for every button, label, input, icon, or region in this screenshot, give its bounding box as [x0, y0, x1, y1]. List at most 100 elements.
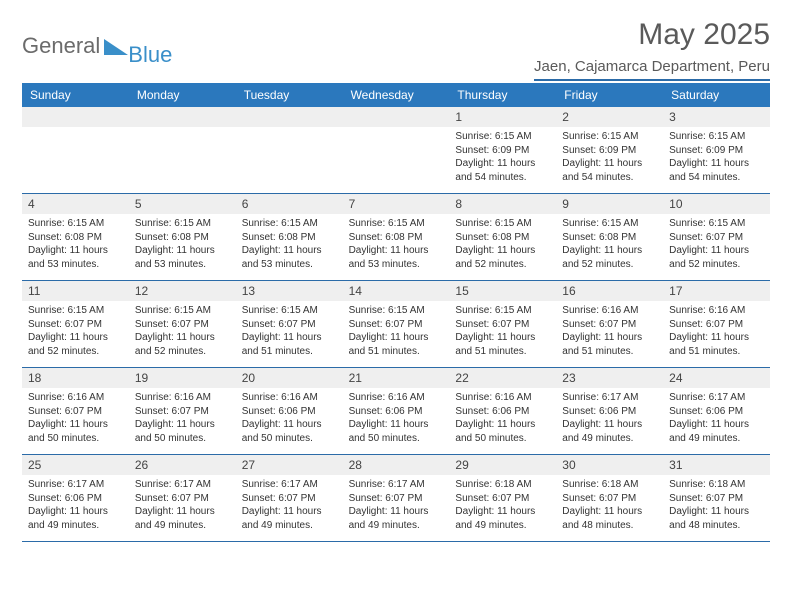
logo-text-blue: Blue	[128, 42, 172, 68]
sunset-line: Sunset: 6:07 PM	[28, 318, 123, 332]
week-row: 4Sunrise: 6:15 AMSunset: 6:08 PMDaylight…	[22, 194, 770, 281]
day-number: 30	[556, 455, 663, 475]
sunset-line: Sunset: 6:08 PM	[242, 231, 337, 245]
sunset-line: Sunset: 6:07 PM	[135, 318, 230, 332]
day-info: Sunrise: 6:15 AMSunset: 6:07 PMDaylight:…	[449, 301, 556, 361]
calendar: SundayMondayTuesdayWednesdayThursdayFrid…	[22, 83, 770, 542]
day-cell: 12Sunrise: 6:15 AMSunset: 6:07 PMDayligh…	[129, 281, 236, 367]
title-block: May 2025 Jaen, Cajamarca Department, Per…	[534, 18, 770, 81]
week-row: 18Sunrise: 6:16 AMSunset: 6:07 PMDayligh…	[22, 368, 770, 455]
day-cell	[129, 107, 236, 193]
sunrise-line: Sunrise: 6:15 AM	[669, 130, 764, 144]
sunrise-line: Sunrise: 6:17 AM	[669, 391, 764, 405]
daylight-line: Daylight: 11 hours and 49 minutes.	[28, 505, 123, 532]
day-number: 15	[449, 281, 556, 301]
day-info: Sunrise: 6:15 AMSunset: 6:07 PMDaylight:…	[663, 214, 770, 274]
day-info: Sunrise: 6:17 AMSunset: 6:07 PMDaylight:…	[343, 475, 450, 535]
sunrise-line: Sunrise: 6:16 AM	[349, 391, 444, 405]
daylight-line: Daylight: 11 hours and 53 minutes.	[349, 244, 444, 271]
sunrise-line: Sunrise: 6:16 AM	[28, 391, 123, 405]
day-number: 5	[129, 194, 236, 214]
day-header: Wednesday	[343, 83, 450, 107]
daylight-line: Daylight: 11 hours and 49 minutes.	[562, 418, 657, 445]
sunrise-line: Sunrise: 6:15 AM	[349, 304, 444, 318]
sunrise-line: Sunrise: 6:15 AM	[135, 217, 230, 231]
month-title: May 2025	[534, 18, 770, 52]
day-number: 25	[22, 455, 129, 475]
sunset-line: Sunset: 6:08 PM	[349, 231, 444, 245]
sunset-line: Sunset: 6:09 PM	[669, 144, 764, 158]
daylight-line: Daylight: 11 hours and 50 minutes.	[135, 418, 230, 445]
day-cell: 14Sunrise: 6:15 AMSunset: 6:07 PMDayligh…	[343, 281, 450, 367]
day-header: Saturday	[663, 83, 770, 107]
sunrise-line: Sunrise: 6:17 AM	[349, 478, 444, 492]
daylight-line: Daylight: 11 hours and 49 minutes.	[455, 505, 550, 532]
sunrise-line: Sunrise: 6:15 AM	[28, 217, 123, 231]
day-info: Sunrise: 6:16 AMSunset: 6:06 PMDaylight:…	[449, 388, 556, 448]
day-info: Sunrise: 6:16 AMSunset: 6:06 PMDaylight:…	[343, 388, 450, 448]
sunset-line: Sunset: 6:08 PM	[28, 231, 123, 245]
sunset-line: Sunset: 6:09 PM	[455, 144, 550, 158]
sunset-line: Sunset: 6:07 PM	[669, 231, 764, 245]
day-cell: 28Sunrise: 6:17 AMSunset: 6:07 PMDayligh…	[343, 455, 450, 541]
daylight-line: Daylight: 11 hours and 53 minutes.	[242, 244, 337, 271]
daylight-line: Daylight: 11 hours and 51 minutes.	[242, 331, 337, 358]
day-info: Sunrise: 6:15 AMSunset: 6:09 PMDaylight:…	[556, 127, 663, 187]
day-number: 26	[129, 455, 236, 475]
sunset-line: Sunset: 6:07 PM	[135, 405, 230, 419]
sunset-line: Sunset: 6:07 PM	[242, 492, 337, 506]
sunset-line: Sunset: 6:07 PM	[349, 318, 444, 332]
day-info: Sunrise: 6:15 AMSunset: 6:07 PMDaylight:…	[22, 301, 129, 361]
sunset-line: Sunset: 6:07 PM	[242, 318, 337, 332]
day-number: 21	[343, 368, 450, 388]
day-info: Sunrise: 6:17 AMSunset: 6:07 PMDaylight:…	[236, 475, 343, 535]
daylight-line: Daylight: 11 hours and 52 minutes.	[28, 331, 123, 358]
sunrise-line: Sunrise: 6:17 AM	[28, 478, 123, 492]
day-info: Sunrise: 6:15 AMSunset: 6:08 PMDaylight:…	[22, 214, 129, 274]
day-cell: 9Sunrise: 6:15 AMSunset: 6:08 PMDaylight…	[556, 194, 663, 280]
sunrise-line: Sunrise: 6:16 AM	[562, 304, 657, 318]
sunset-line: Sunset: 6:06 PM	[562, 405, 657, 419]
day-cell: 19Sunrise: 6:16 AMSunset: 6:07 PMDayligh…	[129, 368, 236, 454]
day-number	[343, 107, 450, 127]
day-header: Monday	[129, 83, 236, 107]
day-number: 24	[663, 368, 770, 388]
day-header: Friday	[556, 83, 663, 107]
day-cell	[343, 107, 450, 193]
daylight-line: Daylight: 11 hours and 50 minutes.	[455, 418, 550, 445]
daylight-line: Daylight: 11 hours and 52 minutes.	[669, 244, 764, 271]
sunset-line: Sunset: 6:08 PM	[135, 231, 230, 245]
sunrise-line: Sunrise: 6:15 AM	[242, 304, 337, 318]
sunset-line: Sunset: 6:07 PM	[455, 492, 550, 506]
day-number: 17	[663, 281, 770, 301]
sunset-line: Sunset: 6:07 PM	[669, 492, 764, 506]
day-info: Sunrise: 6:18 AMSunset: 6:07 PMDaylight:…	[663, 475, 770, 535]
day-number: 4	[22, 194, 129, 214]
sunset-line: Sunset: 6:07 PM	[349, 492, 444, 506]
daylight-line: Daylight: 11 hours and 49 minutes.	[242, 505, 337, 532]
sunset-line: Sunset: 6:06 PM	[455, 405, 550, 419]
day-info: Sunrise: 6:15 AMSunset: 6:08 PMDaylight:…	[129, 214, 236, 274]
day-number: 1	[449, 107, 556, 127]
daylight-line: Daylight: 11 hours and 49 minutes.	[669, 418, 764, 445]
logo: General Blue	[22, 24, 172, 68]
sunset-line: Sunset: 6:07 PM	[28, 405, 123, 419]
daylight-line: Daylight: 11 hours and 54 minutes.	[455, 157, 550, 184]
day-header: Sunday	[22, 83, 129, 107]
sunrise-line: Sunrise: 6:18 AM	[455, 478, 550, 492]
daylight-line: Daylight: 11 hours and 51 minutes.	[349, 331, 444, 358]
day-info: Sunrise: 6:16 AMSunset: 6:07 PMDaylight:…	[663, 301, 770, 361]
sunset-line: Sunset: 6:07 PM	[669, 318, 764, 332]
day-info: Sunrise: 6:17 AMSunset: 6:06 PMDaylight:…	[22, 475, 129, 535]
day-cell: 22Sunrise: 6:16 AMSunset: 6:06 PMDayligh…	[449, 368, 556, 454]
day-header: Thursday	[449, 83, 556, 107]
day-number: 11	[22, 281, 129, 301]
day-number: 6	[236, 194, 343, 214]
day-info: Sunrise: 6:15 AMSunset: 6:08 PMDaylight:…	[449, 214, 556, 274]
day-number: 29	[449, 455, 556, 475]
day-number: 9	[556, 194, 663, 214]
sunset-line: Sunset: 6:07 PM	[562, 492, 657, 506]
daylight-line: Daylight: 11 hours and 50 minutes.	[349, 418, 444, 445]
sunrise-line: Sunrise: 6:16 AM	[135, 391, 230, 405]
day-number: 16	[556, 281, 663, 301]
